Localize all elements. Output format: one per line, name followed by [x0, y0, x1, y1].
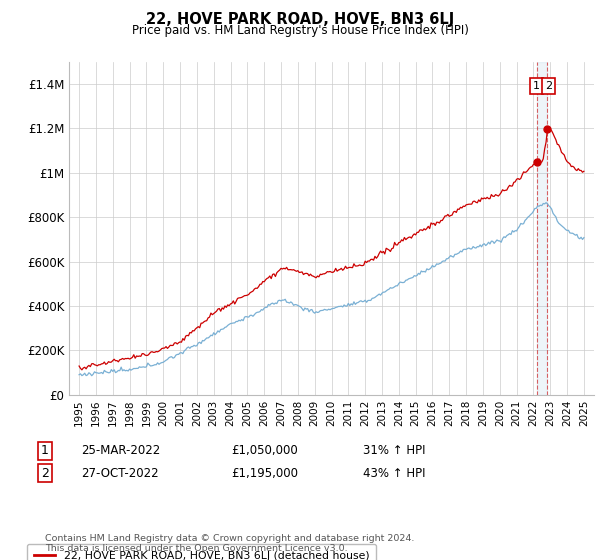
Bar — [537, 62, 547, 395]
Text: 25-MAR-2022: 25-MAR-2022 — [81, 444, 160, 458]
Text: 31% ↑ HPI: 31% ↑ HPI — [363, 444, 425, 458]
Text: £1,050,000: £1,050,000 — [231, 444, 298, 458]
Text: 27-OCT-2022: 27-OCT-2022 — [81, 466, 158, 480]
Text: 2: 2 — [41, 466, 49, 480]
Text: 2: 2 — [545, 81, 552, 91]
Text: Contains HM Land Registry data © Crown copyright and database right 2024.
This d: Contains HM Land Registry data © Crown c… — [45, 534, 415, 553]
Text: 1: 1 — [41, 444, 49, 458]
Text: £1,195,000: £1,195,000 — [231, 466, 298, 480]
Text: 22, HOVE PARK ROAD, HOVE, BN3 6LJ: 22, HOVE PARK ROAD, HOVE, BN3 6LJ — [146, 12, 454, 27]
Text: 1: 1 — [533, 81, 540, 91]
Text: Price paid vs. HM Land Registry's House Price Index (HPI): Price paid vs. HM Land Registry's House … — [131, 24, 469, 37]
Legend: 22, HOVE PARK ROAD, HOVE, BN3 6LJ (detached house), HPI: Average price, detached: 22, HOVE PARK ROAD, HOVE, BN3 6LJ (detac… — [27, 544, 376, 560]
Text: 43% ↑ HPI: 43% ↑ HPI — [363, 466, 425, 480]
